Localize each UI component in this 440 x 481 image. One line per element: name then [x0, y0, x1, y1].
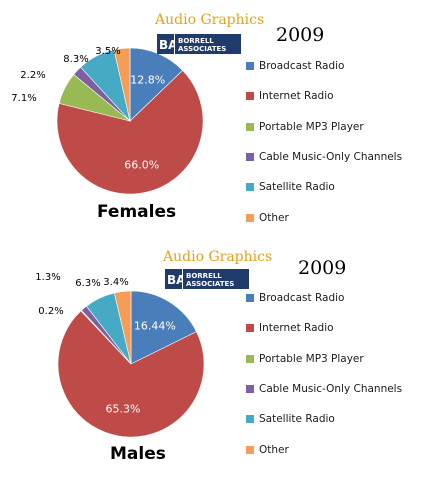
legend-swatch: [246, 446, 254, 454]
legend-swatch: [246, 355, 254, 363]
pie-slice-internet-radio: [56, 69, 204, 195]
pie-slice-other: [113, 47, 131, 122]
legend-label: Broadcast Radio: [259, 60, 345, 72]
data-label-cable-music-only-channels: 1.3%: [35, 272, 60, 283]
legend-item-portable-mp3-player: Portable MP3 Player: [246, 121, 364, 133]
legend-item-internet-radio: Internet Radio: [246, 90, 334, 102]
data-label-internet-radio: 65.3%: [106, 403, 141, 416]
legend-item-broadcast-radio: Broadcast Radio: [246, 60, 344, 72]
data-label-internet-radio: 66.0%: [124, 159, 159, 172]
borrell-logo-icon: BA BORRELL ASSOCIATES: [157, 34, 241, 54]
legend-label: Other: [259, 212, 289, 224]
pie-slice-other: [114, 290, 132, 365]
year-label: 2009: [298, 257, 347, 279]
data-label-other: 3.5%: [95, 46, 120, 57]
females-pie-chart: 12.8% 66.0% 7.1% 2.2% 8.3% 3.5%: [11, 46, 204, 195]
legend-item-cable-music-only-channels: Cable Music-Only Channels: [246, 383, 402, 395]
females-chart-panel: 12.8% 66.0% 7.1% 2.2% 8.3% 3.5% Audio Graphic…: [0, 0, 440, 240]
legend-swatch: [246, 153, 254, 161]
svg-text:BA: BA: [167, 273, 186, 287]
svg-text:BORRELL: BORRELL: [186, 272, 222, 280]
legend-label: Satellite Radio: [259, 413, 335, 425]
legend-item-satellite-radio: Satellite Radio: [246, 413, 335, 425]
legend-swatch: [246, 294, 254, 302]
data-label-broadcast-radio: 16.44%: [134, 320, 176, 333]
legend-label: Broadcast Radio: [259, 292, 345, 304]
legend-swatch: [246, 324, 254, 332]
svg-text:ASSOCIATES: ASSOCIATES: [186, 280, 234, 288]
legend-label: Satellite Radio: [259, 181, 335, 193]
legend-swatch: [246, 92, 254, 100]
data-label-other: 3.4%: [103, 277, 128, 288]
chart-title: Females: [97, 202, 177, 222]
legend-item-portable-mp3-player: Portable MP3 Player: [246, 353, 364, 365]
data-label-cable-music-only-channels: 2.2%: [20, 70, 45, 81]
pie-slice-broadcast-radio: [130, 290, 197, 365]
males-chart-panel: 16.44% 65.3% 0.2% 1.3% 6.3% 3.4% Audio Graphi…: [0, 240, 440, 480]
legend-label: Internet Radio: [259, 322, 334, 334]
legend-item-internet-radio: Internet Radio: [246, 322, 334, 334]
year-label: 2009: [276, 24, 325, 46]
legend-swatch: [246, 214, 254, 222]
data-label-satellite-radio: 6.3%: [75, 278, 100, 289]
pie-slice-internet-radio: [57, 310, 205, 438]
brand-title: Audio Graphics: [163, 249, 273, 265]
legend-swatch: [246, 123, 254, 131]
svg-text:BORRELL: BORRELL: [178, 37, 214, 45]
chart-title: Males: [110, 444, 166, 464]
legend-label: Internet Radio: [259, 90, 334, 102]
data-label-satellite-radio: 8.3%: [63, 54, 88, 65]
data-label-broadcast-radio: 12.8%: [130, 73, 165, 86]
legend-swatch: [246, 62, 254, 70]
legend-label: Other: [259, 444, 289, 456]
borrell-logo-icon: BA BORRELL ASSOCIATES: [165, 269, 249, 289]
males-pie-chart: 16.44% 65.3% 0.2% 1.3% 6.3% 3.4%: [35, 272, 205, 438]
svg-text:BA: BA: [159, 38, 178, 52]
legend-label: Portable MP3 Player: [259, 121, 364, 133]
legend-swatch: [246, 385, 254, 393]
legend-item-other: Other: [246, 212, 289, 224]
legend-item-other: Other: [246, 444, 289, 456]
legend-swatch: [246, 183, 254, 191]
data-label-portable-mp3-player: 0.2%: [38, 306, 63, 317]
legend-swatch: [246, 415, 254, 423]
legend-item-cable-music-only-channels: Cable Music-Only Channels: [246, 151, 402, 163]
svg-text:ASSOCIATES: ASSOCIATES: [178, 45, 226, 53]
legend-label: Portable MP3 Player: [259, 353, 364, 365]
legend-item-satellite-radio: Satellite Radio: [246, 181, 335, 193]
legend-label: Cable Music-Only Channels: [259, 383, 403, 395]
brand-title: Audio Graphics: [155, 12, 265, 28]
legend-item-broadcast-radio: Broadcast Radio: [246, 292, 344, 304]
data-label-portable-mp3-player: 7.1%: [11, 93, 36, 104]
legend-label: Cable Music-Only Channels: [259, 151, 403, 163]
